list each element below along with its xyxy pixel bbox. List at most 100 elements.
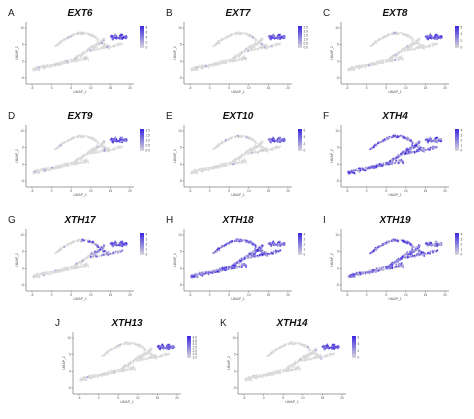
cell-point bbox=[219, 246, 222, 249]
cell-point bbox=[192, 171, 194, 174]
x-tick-label: 20 bbox=[286, 293, 290, 297]
cell-point bbox=[218, 143, 220, 146]
cell-point bbox=[227, 163, 230, 166]
cell-point bbox=[277, 37, 280, 40]
x-tick-label: 10 bbox=[89, 189, 93, 193]
cell-point bbox=[357, 170, 360, 173]
cell-point bbox=[248, 46, 251, 48]
cell-point bbox=[63, 246, 66, 248]
cell-point bbox=[251, 256, 254, 259]
cell-point bbox=[394, 59, 397, 62]
x-tick-label: -5 bbox=[346, 189, 349, 193]
cell-point bbox=[254, 149, 256, 151]
cell-point bbox=[207, 168, 210, 170]
cell-point bbox=[70, 266, 72, 268]
cell-point bbox=[382, 36, 385, 38]
cell-point bbox=[263, 251, 266, 254]
cell-point bbox=[103, 37, 106, 40]
cell-point bbox=[80, 55, 82, 58]
cell-point bbox=[220, 38, 223, 41]
cell-point bbox=[417, 149, 419, 152]
cell-point bbox=[38, 273, 40, 276]
cell-point bbox=[268, 253, 271, 256]
x-tick-label: 5 bbox=[70, 189, 72, 193]
y-tick-label: 5 bbox=[337, 250, 339, 254]
cell-point bbox=[436, 42, 439, 45]
cell-point bbox=[69, 35, 72, 38]
cell-point bbox=[402, 150, 405, 153]
cell-point bbox=[260, 149, 262, 152]
cell-point bbox=[60, 163, 63, 166]
cell-point bbox=[96, 248, 99, 250]
cell-point bbox=[218, 60, 221, 63]
cell-point bbox=[241, 135, 244, 138]
cell-point bbox=[243, 51, 246, 53]
cell-point bbox=[378, 60, 380, 63]
y-tick-label: 0 bbox=[337, 59, 339, 63]
cell-point bbox=[93, 36, 96, 39]
legend-tick-label: 0 bbox=[146, 253, 148, 257]
x-tick-label: 5 bbox=[385, 189, 387, 193]
cell-point bbox=[223, 164, 225, 167]
cell-point bbox=[119, 250, 122, 253]
cell-point bbox=[207, 273, 210, 276]
cell-point bbox=[40, 64, 43, 67]
cell-point bbox=[69, 267, 72, 270]
panel-letter: H bbox=[166, 215, 173, 226]
cells-unexpressed bbox=[347, 31, 439, 72]
x-tick-label: 0 bbox=[366, 86, 368, 90]
cell-point bbox=[232, 163, 235, 166]
cell-point bbox=[114, 33, 117, 36]
cell-point bbox=[69, 163, 72, 166]
cell-point bbox=[372, 146, 375, 149]
cell-point bbox=[38, 169, 40, 172]
cell-point bbox=[214, 44, 216, 47]
cell-point bbox=[277, 43, 280, 45]
y-tick-label: -5 bbox=[21, 283, 24, 287]
cell-point bbox=[353, 69, 356, 72]
cell-point bbox=[375, 62, 377, 64]
cell-point bbox=[56, 147, 58, 150]
y-tick-label: 0 bbox=[22, 162, 24, 166]
cell-point bbox=[193, 274, 196, 277]
cell-point bbox=[239, 135, 242, 138]
cell-point bbox=[233, 240, 236, 243]
cell-point bbox=[76, 136, 79, 139]
cell-point bbox=[272, 252, 274, 255]
cell-point bbox=[63, 62, 65, 64]
cell-point bbox=[76, 159, 78, 161]
y-axis-label: UMAP_2 bbox=[173, 253, 177, 267]
panel-ext9: D EXT9-5 0 5 10 15 20-50510UMAP_1UMAP_22.01.51… bbox=[8, 111, 150, 197]
cell-point bbox=[211, 63, 213, 66]
cell-point bbox=[239, 32, 242, 35]
cell-point bbox=[32, 275, 35, 278]
cell-point bbox=[230, 33, 232, 36]
cell-point bbox=[400, 51, 403, 53]
panel-letter: G bbox=[8, 215, 16, 226]
cell-point bbox=[114, 37, 117, 40]
cell-point bbox=[230, 240, 232, 243]
cell-point bbox=[237, 134, 240, 137]
cell-point bbox=[375, 40, 377, 43]
legend-tick-label: 0.5 bbox=[146, 144, 151, 148]
y-tick-label: -5 bbox=[336, 283, 339, 287]
cell-point bbox=[79, 266, 81, 268]
cell-point bbox=[82, 57, 85, 60]
cell-point bbox=[196, 69, 199, 72]
cell-point bbox=[257, 144, 259, 147]
panel-letter: A bbox=[8, 8, 15, 19]
cell-point bbox=[425, 137, 428, 140]
cell-point bbox=[371, 62, 374, 64]
cell-point bbox=[75, 32, 78, 35]
cell-point bbox=[66, 62, 69, 65]
cell-point bbox=[251, 243, 254, 246]
cell-point bbox=[67, 162, 70, 165]
cell-point bbox=[103, 149, 106, 152]
cell-point bbox=[71, 267, 73, 270]
legend-tick-label: 4 bbox=[461, 32, 463, 36]
cell-point bbox=[85, 51, 88, 53]
cell-point bbox=[238, 157, 240, 160]
panel-title: XTH19 bbox=[378, 215, 411, 226]
cell-point bbox=[417, 46, 419, 49]
cell-point bbox=[36, 68, 38, 70]
